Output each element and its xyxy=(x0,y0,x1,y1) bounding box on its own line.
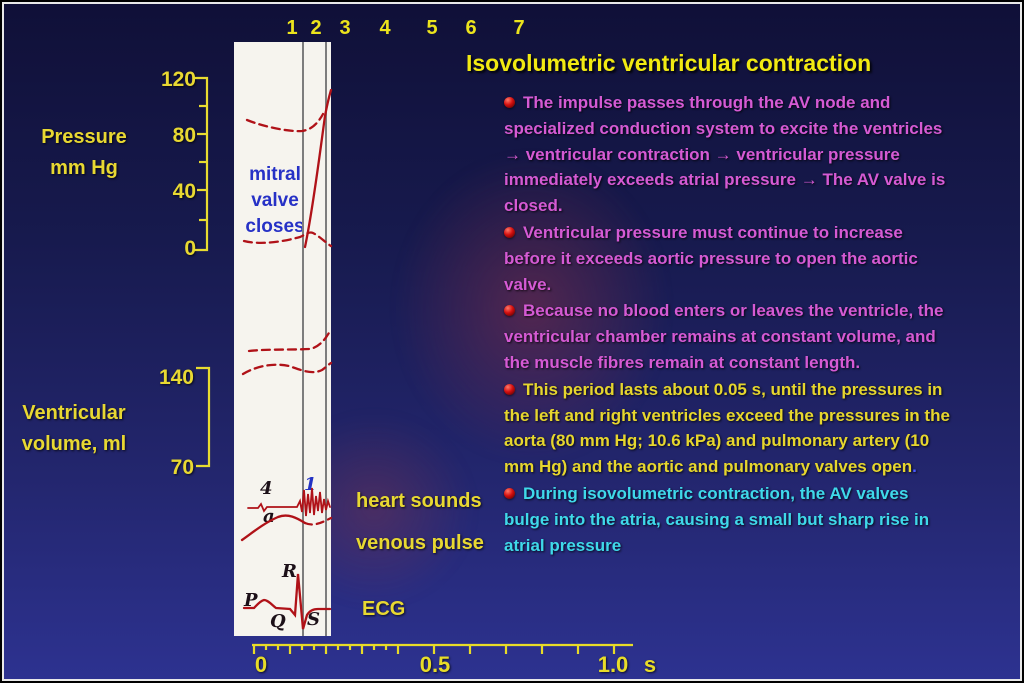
phase-number-5: 5 xyxy=(426,17,438,39)
bullet-sphere-icon xyxy=(504,226,515,238)
ecg-p-label: P xyxy=(244,590,258,611)
volume-axis-bracket xyxy=(196,366,211,468)
bullet-paragraph: Because no blood enters or leaves the ve… xyxy=(504,298,1024,375)
time-tick-05: 0.5 xyxy=(419,652,451,677)
bullet-paragraph: Ventricular pressure must continue to in… xyxy=(504,220,1024,297)
volume-axis-title-line1: Ventricular xyxy=(22,402,126,424)
bullet-text: Because no blood enters or leaves the ve… xyxy=(504,301,944,372)
slide-title: Isovolumetric ventricular contraction xyxy=(466,50,872,76)
time-axis-unit: s xyxy=(643,652,657,677)
fourth-heart-sound-label: 4 xyxy=(260,478,273,499)
pressure-axis-bracket xyxy=(193,76,209,252)
bullet-list: The impulse passes through the AV node a… xyxy=(504,90,1024,559)
heart-sounds-label: heart sounds xyxy=(356,490,482,512)
pressure-tick-0: 0 xyxy=(184,237,196,260)
ecg-s-label: S xyxy=(307,609,320,630)
phase-number-6: 6 xyxy=(465,17,477,39)
ecg-label: ECG xyxy=(362,598,406,620)
phase-number-7: 7 xyxy=(513,17,525,39)
volume-tick-70: 70 xyxy=(170,456,194,479)
venous-pulse-label: venous pulse xyxy=(356,532,484,554)
first-heart-sound-label: 1 xyxy=(304,474,317,495)
bullet-sphere-icon xyxy=(504,305,515,317)
wiggers-diagram-strip xyxy=(234,42,331,636)
bullet-text: During isovolumetric contraction, the AV… xyxy=(504,483,930,555)
mitral-annotation-line2: valve xyxy=(251,190,299,211)
bullet-text: This period lasts about 0.05 s, until th… xyxy=(504,379,950,477)
phase-number-3: 3 xyxy=(339,17,351,39)
ecg-r-label: R xyxy=(282,561,297,582)
mitral-valve-closes-annotation: mitral valve closes xyxy=(238,162,312,240)
bullet-paragraph: This period lasts about 0.05 s, until th… xyxy=(504,377,1024,480)
pressure-axis-title-line1: Pressure xyxy=(41,126,127,148)
a-wave-label: a xyxy=(263,506,275,527)
pressure-tick-80: 80 xyxy=(172,124,196,147)
volume-tick-140: 140 xyxy=(158,366,194,389)
bullet-text: Ventricular pressure must continue to in… xyxy=(504,222,918,294)
ecg-q-label: Q xyxy=(270,611,286,632)
volume-axis-title: Ventricular volume, ml xyxy=(12,398,136,460)
phase-number-4: 4 xyxy=(379,17,391,39)
pressure-axis-title-line2: mm Hg xyxy=(50,157,118,179)
bullet-sphere-icon xyxy=(504,383,515,395)
time-tick-10: 1.0 xyxy=(597,652,629,677)
bullet-sphere-icon xyxy=(504,97,515,108)
bullet-paragraph: During isovolumetric contraction, the AV… xyxy=(504,481,1024,558)
phase-number-2: 2 xyxy=(310,17,322,39)
mitral-annotation-line3: closes xyxy=(245,216,305,237)
pressure-tick-120: 120 xyxy=(160,68,196,91)
mitral-annotation-line1: mitral xyxy=(249,164,301,185)
bullet-text: The impulse passes through the AV node a… xyxy=(504,93,946,216)
bullet-paragraph: The impulse passes through the AV node a… xyxy=(504,90,1024,219)
pressure-tick-40: 40 xyxy=(172,180,196,203)
bullet-text: . xyxy=(912,457,917,477)
phase-number-1: 1 xyxy=(286,17,298,39)
bullet-sphere-icon xyxy=(504,487,515,499)
pressure-axis-title: Pressure mm Hg xyxy=(32,122,136,184)
time-tick-0: 0 xyxy=(254,652,268,677)
volume-axis-title-line2: volume, ml xyxy=(21,433,127,455)
